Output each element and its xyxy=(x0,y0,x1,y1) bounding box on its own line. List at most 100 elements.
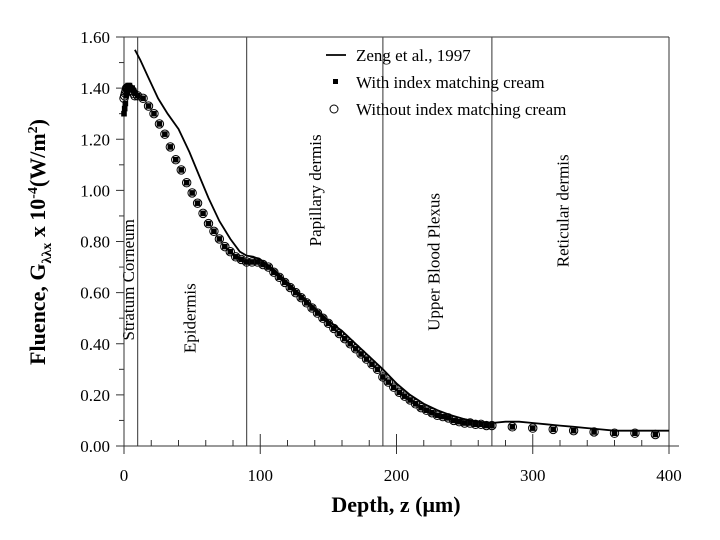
point-with-cream xyxy=(423,407,430,414)
point-with-cream xyxy=(570,427,577,434)
point-with-cream xyxy=(265,264,272,270)
y-tick-label: 0.80 xyxy=(80,233,110,252)
point-without-cream xyxy=(220,241,230,252)
point-without-cream xyxy=(154,119,165,129)
y-tick-label: 1.40 xyxy=(80,79,110,98)
point-with-cream xyxy=(369,361,375,367)
point-without-cream xyxy=(443,413,453,423)
layer-boundaries xyxy=(137,37,493,446)
point-with-cream xyxy=(347,340,353,347)
legend-circle-icon xyxy=(329,104,339,114)
point-without-cream xyxy=(247,257,257,267)
point-without-cream xyxy=(258,259,268,270)
series-open-circle xyxy=(119,83,661,440)
point-without-cream xyxy=(481,420,492,431)
point-without-cream xyxy=(285,282,295,293)
point-with-cream xyxy=(550,426,556,433)
point-without-cream xyxy=(548,424,558,435)
point-with-cream xyxy=(200,210,206,217)
point-without-cream xyxy=(149,108,159,119)
point-without-cream xyxy=(209,226,219,236)
point-with-cream xyxy=(167,144,174,150)
plot-frame xyxy=(124,36,670,452)
point-without-cream xyxy=(609,428,620,438)
point-without-cream xyxy=(334,328,344,339)
x-tick-label: 0 xyxy=(120,466,129,485)
point-with-cream xyxy=(156,121,163,127)
point-without-cream xyxy=(650,429,661,440)
point-without-cream xyxy=(329,323,339,334)
y-axis-title-suffix: (W/m xyxy=(25,133,50,187)
y-tick-label: 0.00 xyxy=(80,437,110,456)
point-without-cream xyxy=(367,359,377,369)
point-without-cream xyxy=(340,333,350,344)
point-with-cream xyxy=(194,200,201,206)
point-without-cream xyxy=(470,419,481,429)
legend: Zeng et al., 1997 With index matching cre… xyxy=(326,46,566,119)
point-with-cream xyxy=(472,421,479,428)
point-with-cream xyxy=(151,110,157,117)
point-with-cream xyxy=(222,243,228,250)
point-with-cream xyxy=(134,92,141,99)
point-without-cream xyxy=(427,408,437,418)
point-without-cream xyxy=(459,418,470,428)
point-with-cream xyxy=(352,346,359,352)
legend-entry-0: Zeng et al., 1997 xyxy=(326,46,471,65)
point-without-cream xyxy=(350,344,361,354)
x-tick-label: 400 xyxy=(656,466,682,485)
point-without-cream xyxy=(290,287,301,298)
point-with-cream xyxy=(121,110,127,117)
point-without-cream xyxy=(454,417,464,427)
point-with-cream xyxy=(309,305,315,311)
point-with-cream xyxy=(401,393,408,399)
legend-label: Without index matching cream xyxy=(356,100,566,119)
point-without-cream xyxy=(416,402,426,413)
point-with-cream xyxy=(418,404,424,411)
point-with-cream xyxy=(407,397,413,403)
point-with-cream xyxy=(260,261,266,268)
point-without-cream xyxy=(130,91,140,101)
point-without-cream xyxy=(198,208,208,219)
point-without-cream xyxy=(138,93,148,104)
layer-label-2: Papillary dermis xyxy=(306,134,325,246)
point-without-cream xyxy=(192,198,203,208)
point-with-cream xyxy=(276,274,283,281)
point-with-cream xyxy=(249,259,255,265)
y-tick-label: 1.60 xyxy=(80,28,110,47)
point-without-cream xyxy=(438,411,448,422)
point-without-cream xyxy=(383,377,394,387)
x-axis: 0 100 200 300 400 xyxy=(118,434,682,485)
point-with-cream xyxy=(123,92,129,99)
y-axis-title: Fluence, Gλλx x 10-4(W/m2) xyxy=(25,119,55,365)
point-without-cream xyxy=(345,339,355,349)
point-with-cream xyxy=(385,379,392,385)
point-without-cream xyxy=(378,372,388,382)
legend-square-icon xyxy=(333,79,338,84)
y-axis-title-prefix: Fluence, G xyxy=(25,264,50,365)
point-with-cream xyxy=(183,179,190,186)
point-without-cream xyxy=(421,405,432,415)
point-with-cream xyxy=(172,156,179,163)
point-without-cream xyxy=(269,267,279,277)
legend-entry-2: Without index matching cream xyxy=(329,100,566,119)
point-with-cream xyxy=(287,284,294,291)
legend-entry-1: With index matching cream xyxy=(333,73,545,92)
layer-label-3: Upper Blood Plexus xyxy=(424,193,443,331)
point-without-cream xyxy=(312,308,323,318)
point-without-cream xyxy=(263,262,274,272)
layer-label-0: Stratum Corneum xyxy=(119,219,138,340)
point-with-cream xyxy=(271,269,277,275)
point-without-cream xyxy=(187,188,197,198)
point-with-cream xyxy=(281,279,288,286)
point-with-cream xyxy=(298,294,304,301)
point-with-cream xyxy=(467,420,473,426)
point-with-cream xyxy=(529,425,536,431)
point-with-cream xyxy=(303,300,310,306)
point-with-cream xyxy=(216,236,223,242)
layer-labels: Stratum Corneum Epidermis Papillary dermis… xyxy=(119,134,573,353)
point-with-cream xyxy=(461,420,468,426)
point-without-cream xyxy=(307,303,317,313)
point-with-cream xyxy=(162,131,168,137)
point-with-cream xyxy=(396,389,403,396)
